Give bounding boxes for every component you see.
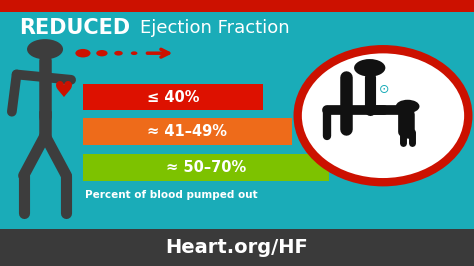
Text: ≤ 40%: ≤ 40% — [147, 90, 199, 105]
Ellipse shape — [298, 49, 468, 182]
Circle shape — [75, 49, 91, 57]
Text: Ejection Fraction: Ejection Fraction — [140, 19, 290, 37]
Text: ≈ 50–70%: ≈ 50–70% — [166, 160, 246, 175]
Circle shape — [131, 51, 137, 55]
Text: ♥: ♥ — [54, 81, 74, 101]
Circle shape — [27, 39, 63, 59]
Circle shape — [396, 100, 419, 113]
Circle shape — [114, 51, 123, 56]
FancyBboxPatch shape — [83, 154, 329, 181]
Text: Percent of blood pumped out: Percent of blood pumped out — [85, 190, 258, 200]
FancyBboxPatch shape — [0, 229, 474, 266]
Text: ⊙: ⊙ — [379, 83, 389, 95]
FancyBboxPatch shape — [83, 118, 292, 145]
Text: ≈ 41–49%: ≈ 41–49% — [147, 124, 227, 139]
Text: REDUCED: REDUCED — [19, 18, 130, 38]
Circle shape — [96, 50, 108, 56]
Circle shape — [354, 59, 385, 77]
FancyBboxPatch shape — [0, 0, 474, 12]
Text: Heart.org/HF: Heart.org/HF — [165, 238, 309, 257]
FancyBboxPatch shape — [83, 84, 263, 110]
